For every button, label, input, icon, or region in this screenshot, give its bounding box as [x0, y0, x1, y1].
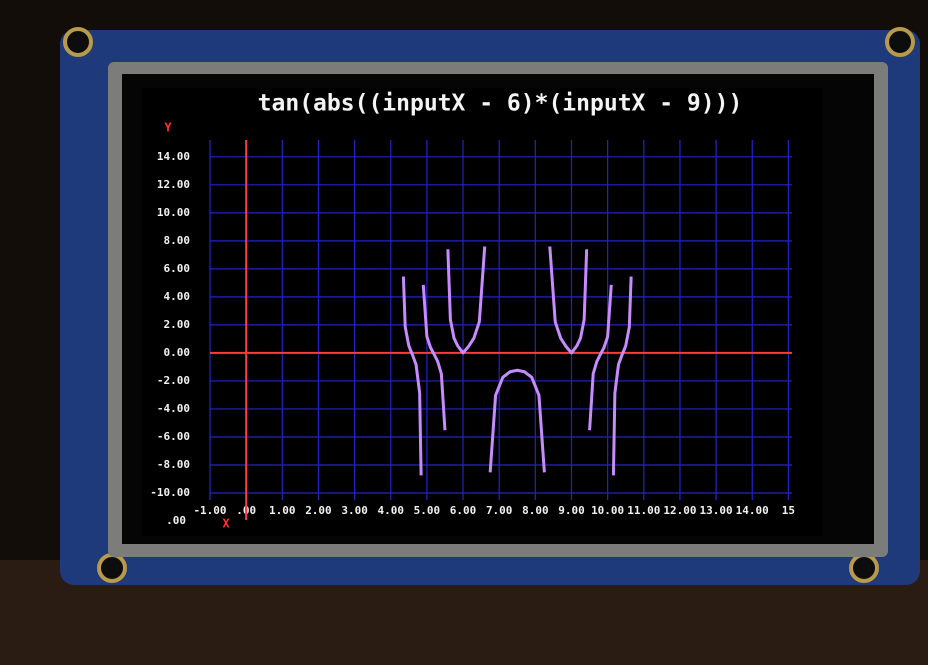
y-tick-label: 14.00 — [157, 150, 190, 163]
mount-hole — [63, 27, 93, 57]
x-tick-label: 6.00 — [450, 504, 477, 517]
y-tick-label: 2.00 — [164, 318, 191, 331]
x-tick-label: 15 — [782, 504, 795, 517]
mount-hole — [849, 553, 879, 583]
function-curve — [401, 246, 633, 476]
y-tick-label: 10.00 — [157, 206, 190, 219]
x-tick-label: 2.00 — [305, 504, 332, 517]
x-axis-label: X — [222, 517, 230, 531]
x-tick-label: 7.00 — [486, 504, 513, 517]
x-tick-label: 14.00 — [736, 504, 769, 517]
y-tick-label: 12.00 — [157, 178, 190, 191]
y-tick-label: -6.00 — [157, 430, 190, 443]
x-tick-label: 10.00 — [591, 504, 624, 517]
x-tick-label: 12.00 — [663, 504, 696, 517]
x-tick-label: 8.00 — [522, 504, 549, 517]
mount-hole — [97, 553, 127, 583]
y-tick-label: -2.00 — [157, 374, 190, 387]
y-tick-label: 4.00 — [164, 290, 191, 303]
x-tick-label: 3.00 — [341, 504, 368, 517]
y-tick-label: -8.00 — [157, 458, 190, 471]
x-tick-label: 9.00 — [558, 504, 585, 517]
x-tick-label: 4.00 — [377, 504, 404, 517]
x-tick-label: -1.00 — [193, 504, 226, 517]
chart-title: tan(abs((inputX - 6)*(inputX - 9))) — [258, 91, 743, 117]
display-area — [142, 88, 822, 536]
x-tick-label: 1.00 — [269, 504, 296, 517]
x-tick-label: 5.00 — [414, 504, 441, 517]
y-tick-label: 6.00 — [164, 262, 191, 275]
mount-hole — [885, 27, 915, 57]
y-axis-label: Y — [164, 121, 172, 135]
y-tick-label: 8.00 — [164, 234, 191, 247]
y-tick-label: 0.00 — [164, 346, 191, 359]
corner-label: .00 — [166, 514, 186, 527]
x-tick-label: 13.00 — [700, 504, 733, 517]
y-tick-label: -4.00 — [157, 402, 190, 415]
y-tick-label: -10.00 — [150, 486, 190, 499]
x-tick-label: 11.00 — [627, 504, 660, 517]
